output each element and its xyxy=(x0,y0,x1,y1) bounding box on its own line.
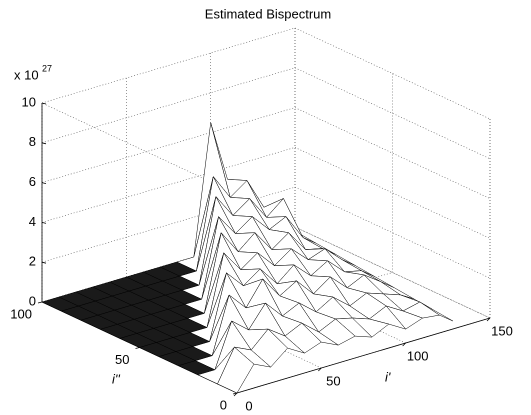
chart-title: Estimated Bispectrum xyxy=(205,6,331,21)
z-tick-label: 10 xyxy=(22,94,36,109)
x-tick xyxy=(318,367,322,372)
x-axis xyxy=(236,317,491,394)
z-tick xyxy=(41,142,47,145)
y-tick-label: 100 xyxy=(10,306,32,321)
surface-patch xyxy=(217,346,255,394)
z-tick xyxy=(41,182,47,184)
y-tick-label: 0 xyxy=(220,397,227,412)
grid-line xyxy=(41,67,296,144)
x-tick-label: 100 xyxy=(407,348,429,363)
z-tick-label: 2 xyxy=(29,254,36,269)
y-tick-label: 50 xyxy=(115,352,129,367)
z-tick xyxy=(41,261,47,264)
z-scale-label: x 10 xyxy=(14,67,39,82)
y-tick xyxy=(37,301,43,304)
x-tick xyxy=(486,317,491,322)
grid-line xyxy=(41,27,296,104)
z-scale-exponent: 27 xyxy=(42,63,52,73)
y-tick xyxy=(232,392,238,395)
grid-line xyxy=(41,147,296,223)
x-tick-label: 150 xyxy=(491,323,513,338)
x-tick-label: 50 xyxy=(326,373,340,388)
y-tick xyxy=(135,347,140,349)
z-tick xyxy=(41,222,47,224)
z-tick-label: 8 xyxy=(29,134,36,149)
grid-line xyxy=(41,107,296,183)
x-axis-label: i' xyxy=(385,369,391,384)
z-tick-label: 0 xyxy=(29,293,36,308)
x-tick xyxy=(402,342,406,347)
z-tick xyxy=(41,102,47,105)
y-axis-label: i'' xyxy=(112,371,120,386)
z-tick-label: 4 xyxy=(29,214,36,229)
x-tick-label: 0 xyxy=(245,398,252,413)
z-tick-label: 6 xyxy=(29,174,36,189)
